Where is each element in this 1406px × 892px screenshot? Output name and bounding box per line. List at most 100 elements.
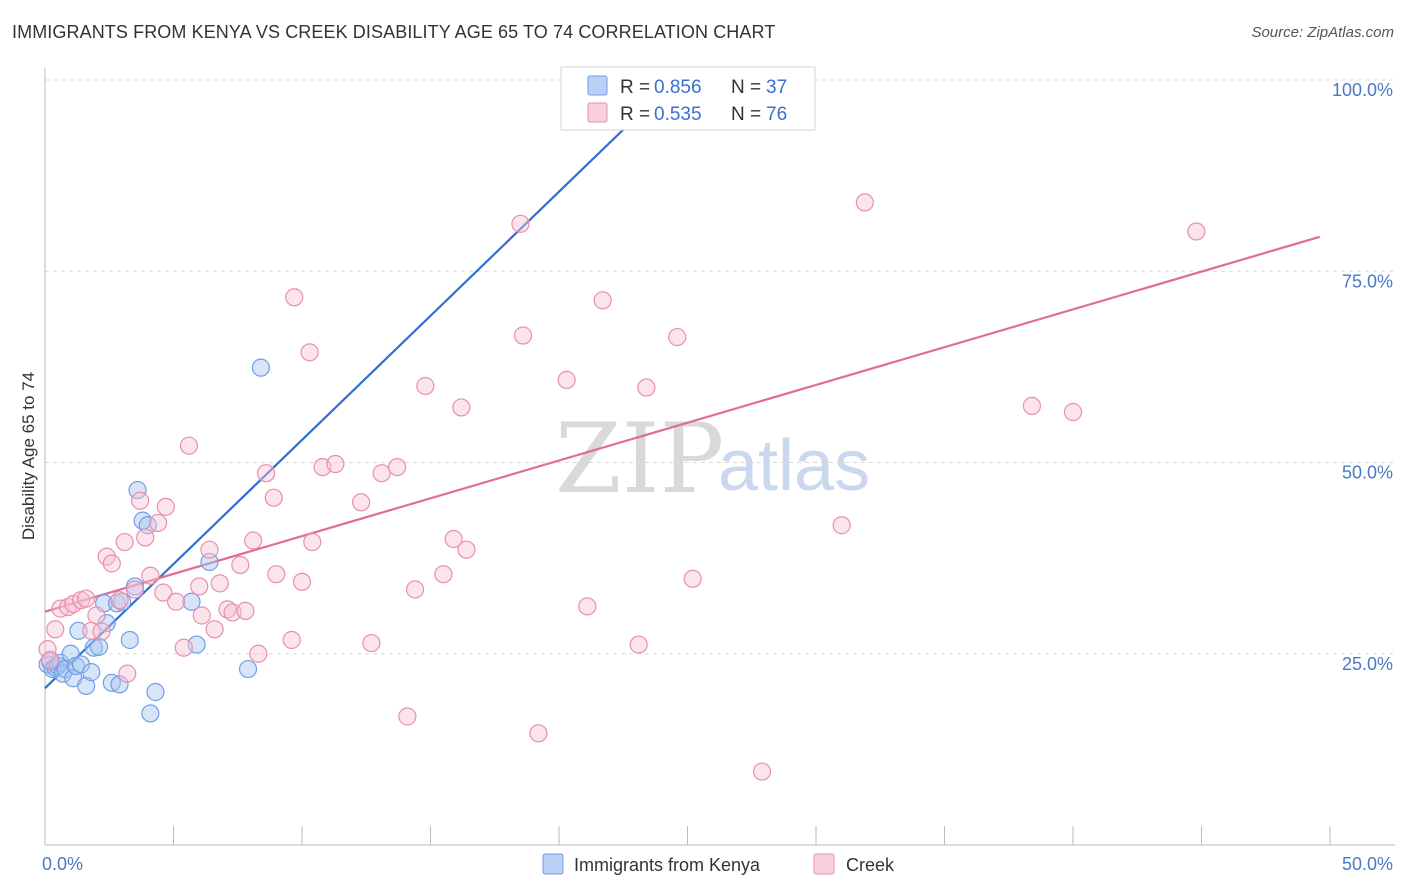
- watermark-zip: ZIP: [555, 403, 724, 515]
- bottom-legend-swatch-creek: [813, 853, 835, 875]
- trend-line-kenya: [44, 79, 676, 689]
- data-point-creek: [557, 370, 576, 389]
- data-point-creek: [41, 650, 60, 669]
- data-points: [38, 70, 1206, 781]
- bottom-legend-label-creek: Creek: [846, 855, 895, 875]
- legend-swatch-creek: [587, 102, 608, 123]
- data-point-kenya: [146, 682, 165, 702]
- trend-line-creek: [44, 235, 1321, 613]
- data-point-creek: [683, 569, 702, 588]
- data-point-creek: [511, 214, 530, 233]
- data-point-kenya: [77, 676, 96, 695]
- y-axis-label: Disability Age 65 to 74: [19, 372, 38, 540]
- chart-title: IMMIGRANTS FROM KENYA VS CREEK DISABILIT…: [12, 22, 776, 42]
- data-point-creek: [326, 454, 345, 474]
- data-point-kenya: [238, 659, 258, 679]
- data-point-kenya: [71, 655, 91, 674]
- data-point-creek: [118, 664, 137, 683]
- axes: [44, 68, 1395, 846]
- legend-n-label-creek: N =: [731, 104, 761, 125]
- data-point-creek: [210, 574, 229, 593]
- data-point-creek: [292, 572, 312, 591]
- source-label: Source: ZipAtlas.com: [1251, 24, 1394, 41]
- data-point-creek: [205, 620, 224, 639]
- data-point-creek: [1063, 402, 1083, 422]
- data-point-creek: [136, 528, 155, 547]
- data-point-creek: [192, 606, 211, 625]
- data-point-creek: [125, 580, 145, 599]
- tick-labels: 25.0% 50.0% 75.0% 100.0% 0.0% 50.0%: [42, 80, 1393, 874]
- data-point-creek: [387, 457, 407, 477]
- legend-r-value-creek: 0.535: [654, 104, 702, 125]
- data-point-creek: [115, 532, 134, 552]
- data-point-creek: [46, 620, 65, 639]
- data-point-creek: [752, 762, 772, 781]
- data-point-creek: [87, 606, 106, 625]
- data-point-creek: [362, 633, 381, 653]
- trend-lines: [44, 79, 1321, 689]
- y-tick-label: 25.0%: [1342, 654, 1393, 674]
- y-tick-label: 100.0%: [1332, 80, 1393, 100]
- data-point-creek: [102, 554, 121, 573]
- data-point-creek: [1022, 396, 1041, 415]
- data-point-creek: [148, 513, 168, 533]
- data-point-creek: [285, 288, 304, 307]
- data-point-creek: [416, 376, 435, 396]
- data-point-creek: [578, 597, 597, 616]
- bottom-legend-swatch-kenya: [542, 853, 564, 875]
- data-point-kenya: [120, 630, 139, 650]
- data-point-creek: [154, 583, 173, 602]
- data-point-creek: [405, 580, 425, 599]
- data-point-creek: [832, 516, 851, 535]
- data-point-kenya: [141, 704, 160, 723]
- legend: R = 0.856 N = 37 R = 0.535 N = 76: [560, 66, 816, 131]
- data-point-creek: [282, 630, 301, 650]
- data-point-creek: [300, 343, 319, 362]
- data-point-creek: [529, 724, 548, 743]
- legend-r-label-kenya: R =: [620, 77, 650, 98]
- data-point-kenya: [82, 663, 101, 682]
- bottom-legend: Immigrants from Kenya Creek: [542, 853, 895, 875]
- legend-n-value-creek: 76: [766, 104, 787, 125]
- legend-swatch-kenya: [587, 75, 608, 96]
- data-point-creek: [179, 436, 199, 455]
- data-point-creek: [267, 565, 286, 584]
- data-point-creek: [156, 497, 175, 516]
- data-point-creek: [593, 291, 612, 310]
- bottom-legend-label-kenya: Immigrants from Kenya: [574, 855, 761, 875]
- watermark-atlas: atlas: [718, 426, 870, 506]
- data-point-creek: [629, 635, 648, 654]
- data-point-creek: [110, 591, 129, 610]
- data-point-creek: [141, 566, 160, 585]
- data-point-creek: [264, 488, 283, 507]
- data-point-kenya: [128, 480, 147, 500]
- data-point-creek: [352, 493, 371, 512]
- data-point-creek: [434, 565, 453, 584]
- data-point-creek: [372, 464, 391, 483]
- legend-r-label-creek: R =: [620, 104, 650, 125]
- data-point-creek: [513, 326, 533, 345]
- data-point-creek: [668, 327, 687, 347]
- data-point-creek: [77, 589, 96, 608]
- data-point-creek: [166, 592, 186, 611]
- data-point-creek: [236, 601, 255, 621]
- data-point-creek: [174, 638, 193, 657]
- data-point-creek: [303, 532, 322, 552]
- data-point-kenya: [89, 637, 109, 656]
- data-point-creek: [200, 540, 219, 559]
- legend-n-value-kenya: 37: [766, 77, 787, 98]
- data-point-kenya: [182, 592, 201, 611]
- data-point-creek: [249, 644, 268, 663]
- data-point-creek: [190, 577, 209, 596]
- data-point-creek: [130, 491, 150, 510]
- x-tick-label: 0.0%: [42, 854, 83, 874]
- data-point-creek: [444, 529, 463, 549]
- data-point-kenya: [251, 358, 270, 377]
- data-point-kenya: [102, 673, 121, 692]
- data-point-creek: [38, 640, 57, 659]
- data-point-kenya: [69, 621, 88, 640]
- data-point-creek: [452, 398, 471, 417]
- data-point-creek: [1187, 222, 1206, 241]
- y-tick-label: 50.0%: [1342, 463, 1393, 483]
- x-tick-label: 50.0%: [1342, 854, 1393, 874]
